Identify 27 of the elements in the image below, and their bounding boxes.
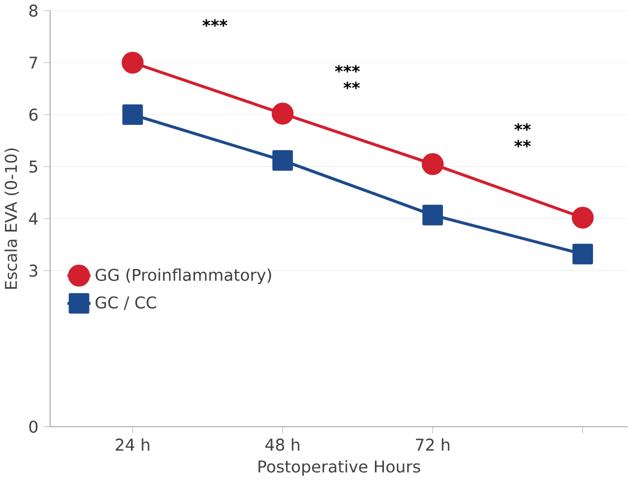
y-tick-label: 7	[30, 56, 38, 68]
x-tick-label: 72 h	[416, 438, 450, 450]
annotation: **	[514, 123, 531, 131]
annotation: **	[343, 81, 360, 89]
y-tick-label: 3	[29, 264, 38, 277]
legend-label: GG (Proinflammatory)	[96, 268, 272, 284]
point	[572, 244, 593, 264]
x-axis-title: Postoperative Hours	[258, 460, 420, 476]
y-tick-label: 0	[29, 420, 38, 433]
point	[422, 152, 444, 175]
y-tick-label: 6	[29, 108, 38, 121]
point	[572, 206, 594, 228]
legend-label: GC / CC	[96, 296, 156, 310]
point	[122, 52, 144, 74]
annotation: ***	[335, 64, 360, 72]
y-tick-label: 8	[29, 4, 38, 17]
point	[272, 150, 293, 171]
y-tick-label: 4	[29, 212, 38, 224]
x-tick-label: 24 h	[116, 438, 150, 450]
point	[122, 104, 143, 125]
x-tick-label: 48 h	[265, 438, 300, 451]
y-axis-title: Escala EVA (0-10)	[4, 148, 19, 289]
point	[422, 204, 443, 226]
point	[272, 102, 294, 124]
annotation: ***	[202, 19, 228, 27]
annotation: **	[514, 140, 531, 148]
y-tick-label: 5	[30, 160, 38, 173]
